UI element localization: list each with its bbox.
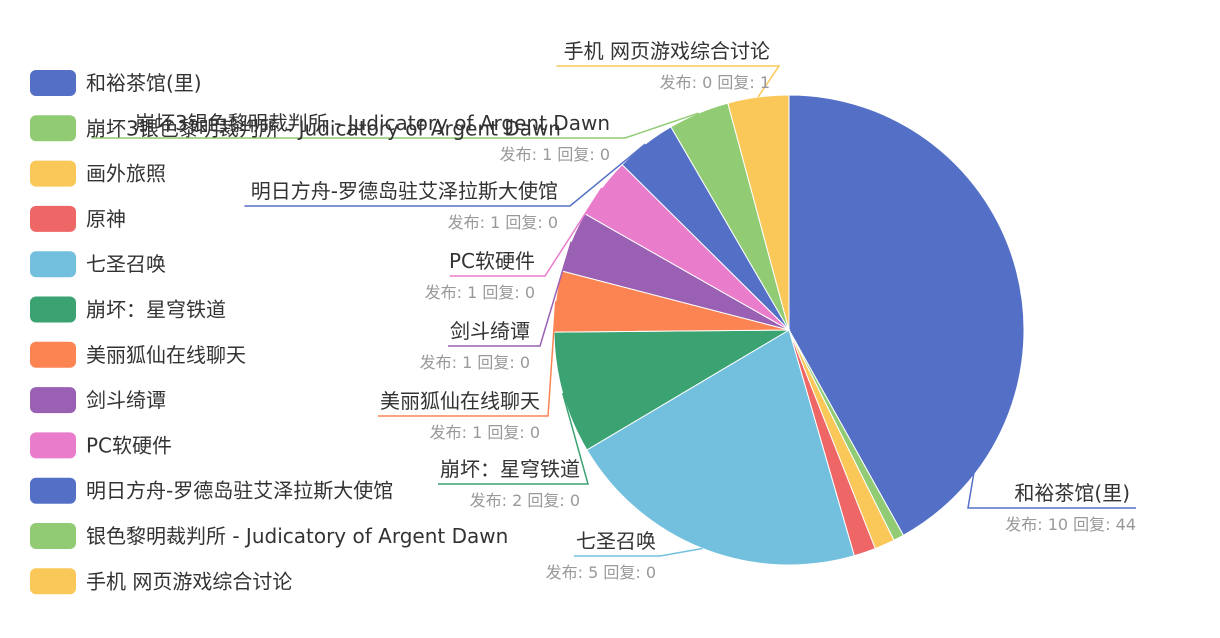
legend-item[interactable]: 原神 [30, 205, 126, 232]
callout-stats: 发布: 5 回复: 0 [546, 563, 656, 582]
callout-name: 明日方舟-罗德岛驻艾泽拉斯大使馆 [251, 179, 558, 203]
pie-slices [553, 94, 1025, 566]
callout-stats: 发布: 1 回复: 0 [448, 213, 558, 232]
legend-label: 崩坏3银色黎明裁判所 - Judicatory of Argent Dawn [86, 116, 561, 140]
legend-swatch [30, 387, 76, 414]
callout-stats: 发布: 10 回复: 44 [1005, 515, 1136, 534]
legend-label: 手机 网页游戏综合讨论 [86, 569, 292, 593]
legend-label: 画外旅照 [86, 162, 166, 186]
callout-stats: 发布: 0 回复: 1 [660, 73, 770, 92]
pie-slice[interactable] [727, 94, 790, 331]
legend-swatch [30, 432, 76, 459]
legend-label: 美丽狐仙在线聊天 [86, 343, 246, 367]
legend: 和裕茶馆(里) 崩坏3银色黎明裁判所 - Judicatory of Argent… [30, 70, 561, 595]
callout-stats: 发布: 1 回复: 0 [500, 145, 610, 164]
callout-line [556, 65, 781, 98]
legend-swatch [30, 523, 76, 549]
callout-name: 和裕茶馆(里) [1014, 481, 1130, 505]
callout-line [91, 112, 699, 139]
legend-swatch [30, 251, 76, 278]
callout-name: 剑斗绮谭 [450, 319, 530, 343]
legend-label: 明日方舟-罗德岛驻艾泽拉斯大使馆 [86, 479, 393, 503]
callout-line [574, 547, 703, 557]
legend-label: 崩坏：星穹铁道 [86, 298, 226, 322]
callout-0: 和裕茶馆(里) 发布: 10 回复: 44 [967, 273, 1136, 534]
legend-swatch [30, 568, 76, 595]
legend-item[interactable]: 七圣召唤 [30, 251, 166, 278]
legend-label: 和裕茶馆(里) [86, 71, 202, 95]
callout-7: 崩坏3银色黎明裁判所 - Judicatory of Argent Dawn 发布… [91, 111, 699, 164]
callout-name: 七圣召唤 [576, 529, 656, 553]
legend-swatch [30, 115, 76, 142]
legend-swatch [30, 296, 76, 323]
legend-item[interactable]: 明日方舟-罗德岛驻艾泽拉斯大使馆 [30, 477, 393, 504]
legend-item[interactable]: 和裕茶馆(里) [30, 70, 202, 96]
callout-line [448, 241, 573, 347]
callout-name: 崩坏3银色黎明裁判所 - Judicatory of Argent Dawn [135, 111, 610, 135]
callout-line [378, 301, 557, 417]
legend-label: 剑斗绮谭 [86, 388, 166, 412]
pie-slice[interactable] [586, 329, 855, 566]
legend-swatch [30, 477, 76, 504]
callout-stats: 发布: 1 回复: 0 [425, 283, 535, 302]
legend-item[interactable]: 画外旅照 [30, 160, 166, 187]
legend-item[interactable]: 银色黎明裁判所 - Judicatory of Argent Dawn [30, 523, 508, 549]
legend-item[interactable]: 崩坏3银色黎明裁判所 - Judicatory of Argent Dawn [30, 115, 561, 142]
legend-item[interactable]: PC软硬件 [30, 432, 172, 459]
legend-item[interactable]: 崩坏：星穹铁道 [30, 296, 226, 323]
legend-label: 银色黎明裁判所 - Judicatory of Argent Dawn [86, 524, 508, 548]
legend-swatch [30, 160, 76, 187]
callout-stats: 发布: 1 回复: 0 [420, 353, 530, 372]
callout-line [244, 143, 646, 207]
callout-name: 崩坏：星穹铁道 [440, 457, 580, 481]
legend-swatch [30, 341, 76, 368]
legend-item[interactable]: 美丽狐仙在线聊天 [30, 341, 246, 368]
legend-label: 原神 [86, 207, 126, 231]
legend-swatch [30, 205, 76, 232]
pie-slice[interactable] [788, 94, 1025, 536]
legend-label: 七圣召唤 [86, 252, 166, 276]
legend-item[interactable]: 剑斗绮谭 [30, 387, 166, 414]
callout-line [449, 187, 603, 277]
callout-line [967, 273, 1136, 509]
legend-swatch [30, 70, 76, 96]
callout-stats: 发布: 1 回复: 0 [430, 423, 540, 442]
callout-name: PC软硬件 [449, 249, 535, 273]
callout-line [438, 392, 589, 485]
callout-name: 手机 网页游戏综合讨论 [564, 39, 770, 63]
callout-stats: 发布: 2 回复: 0 [470, 491, 580, 510]
legend-item[interactable]: 手机 网页游戏综合讨论 [30, 568, 292, 595]
legend-label: PC软硬件 [86, 433, 172, 457]
callout-name: 美丽狐仙在线聊天 [380, 389, 540, 413]
